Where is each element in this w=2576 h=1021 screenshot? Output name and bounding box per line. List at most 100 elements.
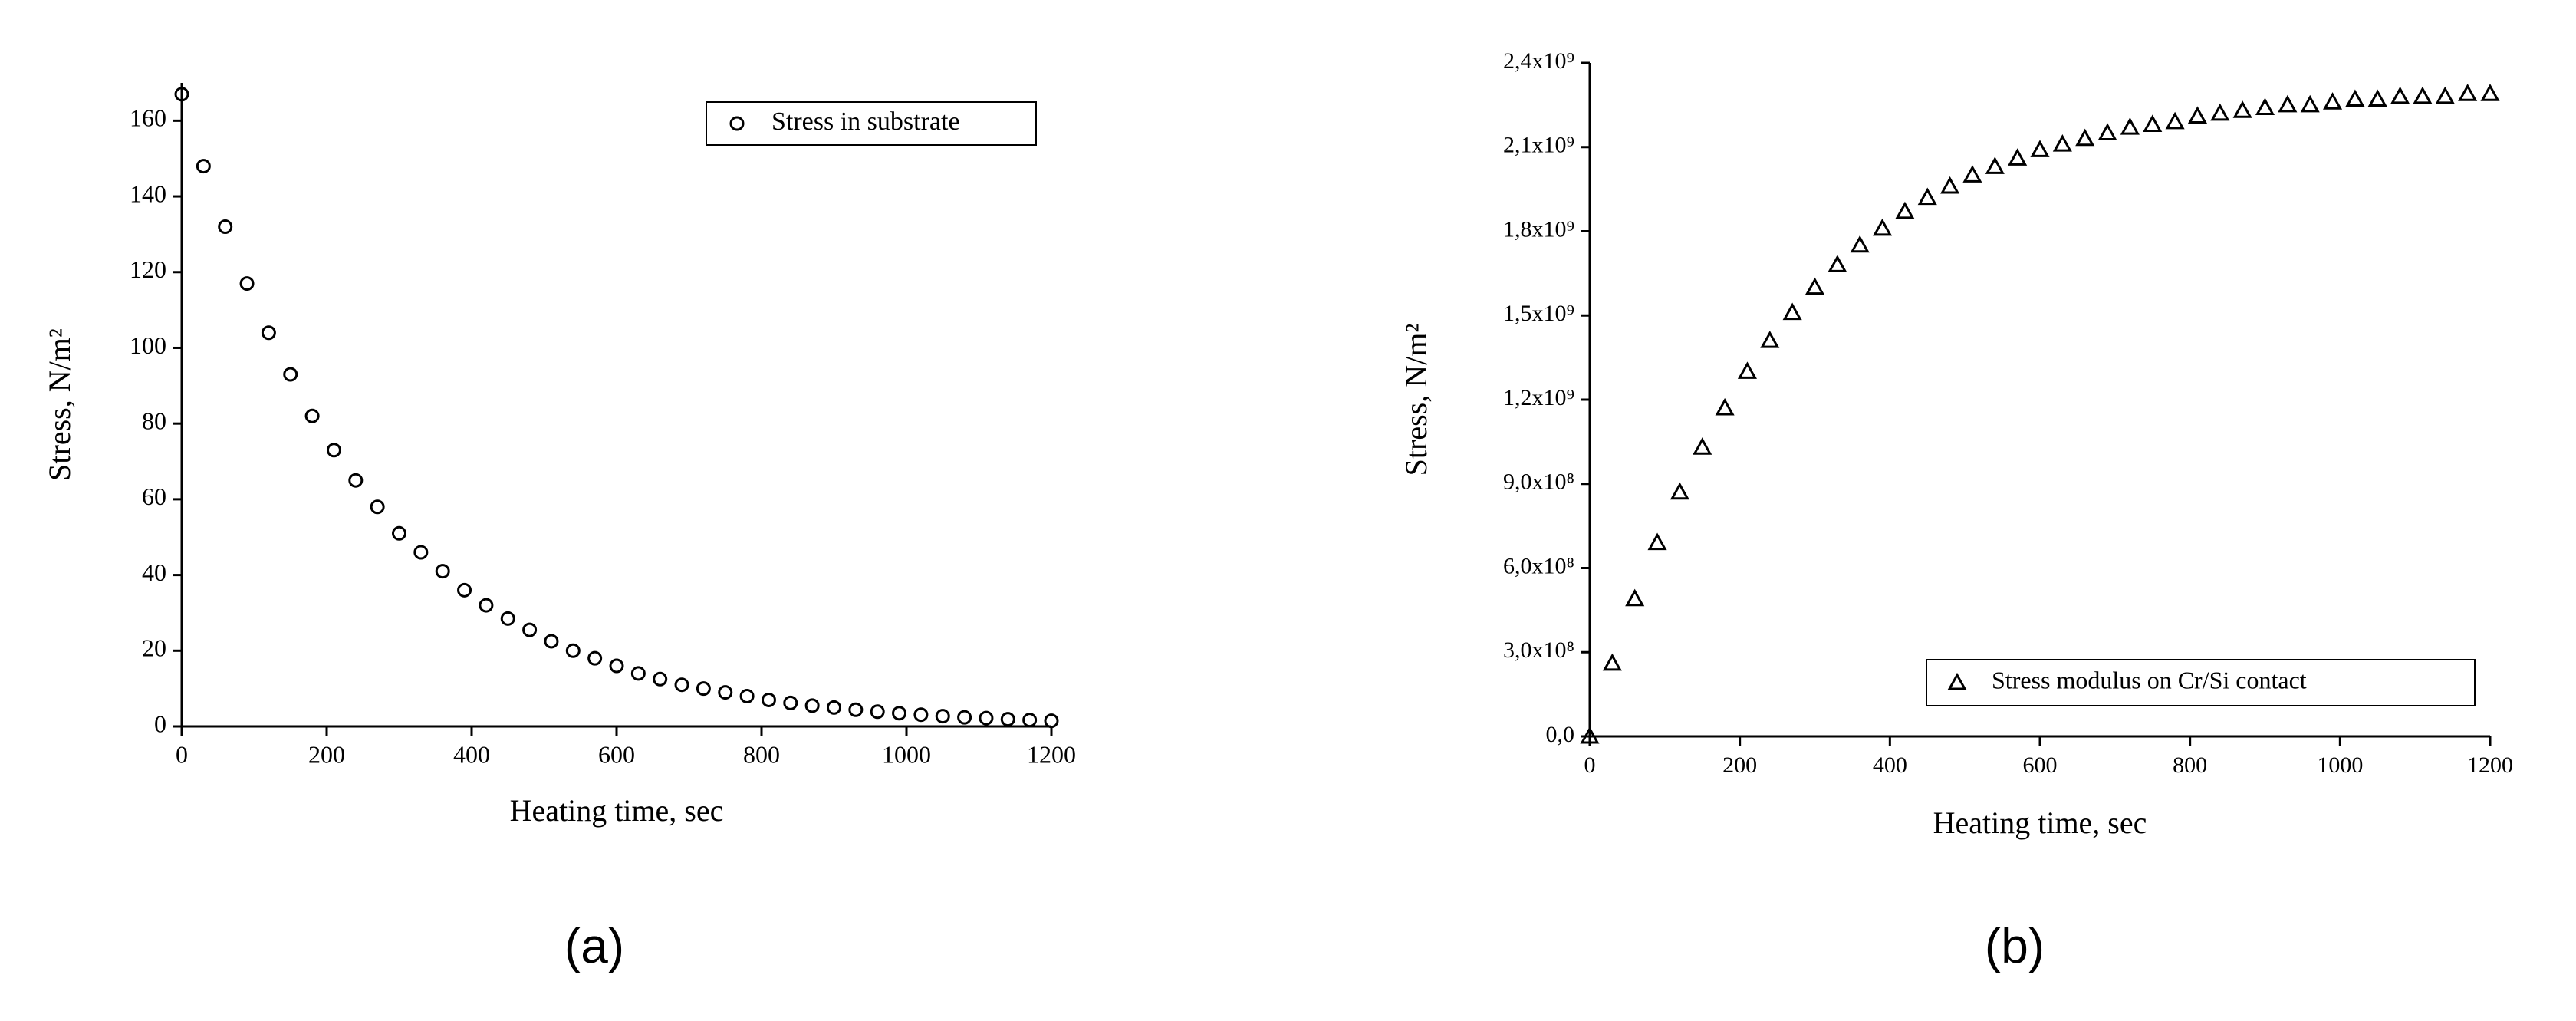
y-tick-label: 140	[130, 179, 166, 207]
data-point	[718, 685, 733, 700]
data-point	[913, 707, 929, 723]
data-point	[827, 700, 841, 715]
data-point	[783, 695, 798, 710]
data-point	[522, 622, 538, 637]
data-point	[804, 698, 820, 713]
y-axis-title: Stress, N/m²	[42, 328, 77, 481]
data-point	[1737, 361, 1757, 379]
legend-label: Stress modulus on Cr/Si contact	[1992, 666, 2307, 693]
data-point	[500, 611, 515, 626]
data-point	[174, 87, 189, 102]
data-point	[2435, 86, 2455, 104]
legend-marker	[1947, 672, 1967, 690]
data-point	[848, 702, 864, 717]
data-point	[870, 704, 885, 720]
data-point	[2030, 140, 2050, 157]
data-point	[1805, 277, 1825, 295]
data-point	[653, 671, 668, 687]
data-point	[218, 219, 233, 235]
y-tick-label: 60	[142, 483, 166, 510]
data-point	[674, 677, 689, 693]
y-tick-label: 100	[130, 331, 166, 359]
data-point	[1022, 713, 1038, 728]
data-point	[1760, 331, 1780, 348]
x-tick-label: 1200	[2467, 753, 2513, 778]
data-point	[2165, 111, 2185, 130]
x-tick-label: 400	[453, 740, 490, 768]
data-point	[2345, 89, 2365, 107]
data-point	[392, 525, 406, 541]
data-point	[2300, 94, 2320, 113]
data-point	[1647, 532, 1667, 551]
data-point	[2187, 106, 2207, 124]
data-point	[544, 634, 559, 649]
data-point	[457, 582, 472, 598]
data-point	[2210, 103, 2230, 121]
y-tick-label: 1,2x10⁹	[1503, 385, 1574, 410]
data-point	[696, 681, 711, 697]
x-tick-label: 400	[1873, 753, 1907, 778]
data-point	[739, 689, 755, 704]
panel-label: (a)	[564, 918, 624, 973]
legend-marker	[729, 116, 745, 131]
data-point	[1044, 713, 1059, 729]
y-tick-label: 1,8x10⁹	[1503, 216, 1574, 242]
x-tick-label: 200	[308, 740, 345, 768]
data-point	[304, 408, 320, 423]
data-point	[1873, 218, 1893, 236]
y-tick-label: 20	[142, 634, 166, 662]
data-point	[2120, 117, 2140, 135]
data-point	[2075, 128, 2095, 147]
y-tick-label: 2,1x10⁹	[1503, 133, 1574, 158]
y-tick-label: 6,0x10⁸	[1503, 553, 1574, 578]
data-point	[1828, 255, 1847, 272]
data-point	[957, 710, 972, 725]
data-point	[1782, 302, 1802, 321]
x-tick-label: 200	[1722, 753, 1757, 778]
x-tick-label: 800	[2173, 753, 2207, 778]
data-point	[587, 650, 603, 666]
data-point	[348, 473, 364, 488]
data-point	[2458, 84, 2478, 101]
data-point	[435, 564, 450, 579]
data-point	[2008, 148, 2028, 166]
x-tick-label: 800	[743, 740, 780, 768]
data-point	[196, 159, 211, 174]
x-tick-label: 1000	[2317, 753, 2363, 778]
data-point	[979, 710, 994, 726]
x-axis-title: Heating time, sec	[510, 793, 724, 828]
chart-panel: 0 20 40 60 80 100 120 140 160 0 200 400 600 800 1000 12…	[42, 83, 1076, 973]
x-tick-label: 600	[2023, 753, 2058, 778]
y-tick-label: 2,4x10⁹	[1503, 48, 1574, 74]
x-tick-label: 0	[176, 740, 188, 768]
panel-label: (b)	[1985, 918, 2045, 973]
chart-panel: 0,0 3,0x10⁸ 6,0x10⁸ 9,0x10⁸ 1,2x10⁹ 1,5x10⁹ 1,…	[1399, 48, 2513, 973]
data-point	[2480, 84, 2500, 101]
data-point	[1715, 397, 1735, 416]
data-point	[1670, 482, 1689, 500]
legend-box	[1926, 659, 2476, 706]
data-point	[261, 325, 276, 341]
x-tick-label: 1200	[1027, 740, 1076, 768]
data-point	[1850, 235, 1870, 253]
data-point	[2143, 114, 2163, 132]
data-point	[630, 666, 646, 681]
data-point	[2413, 86, 2433, 104]
data-point	[761, 692, 776, 707]
data-point	[2232, 100, 2252, 118]
legend-label: Stress in substrate	[771, 107, 960, 136]
data-point	[609, 658, 624, 674]
data-point	[2323, 92, 2343, 110]
y-tick-label: 80	[142, 407, 166, 435]
data-point	[565, 643, 581, 658]
y-tick-label: 160	[130, 104, 166, 132]
y-tick-label: 1,5x10⁹	[1503, 301, 1574, 326]
data-point	[479, 598, 494, 613]
y-axis-title: Stress, N/m²	[1399, 324, 1433, 476]
data-point	[1917, 187, 1937, 206]
y-tick-label: 0,0	[1546, 722, 1575, 747]
y-tick-label: 9,0x10⁸	[1503, 469, 1574, 495]
data-point	[2097, 123, 2117, 140]
data-point	[326, 443, 341, 458]
